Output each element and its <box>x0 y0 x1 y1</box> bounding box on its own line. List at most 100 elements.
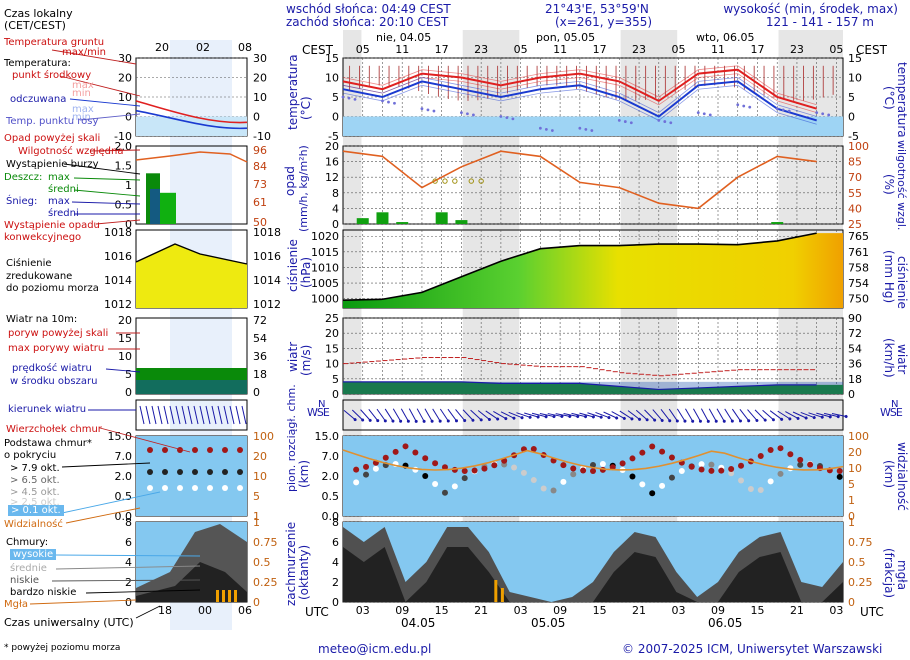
wind-arrow-shaft <box>439 408 449 422</box>
legend-high: wysokie <box>10 549 57 560</box>
legend-bottom-hour: 00 <box>198 604 212 617</box>
cloud-sky <box>343 436 843 516</box>
utc-right: UTC <box>860 605 884 619</box>
top-hour-label: 11 <box>711 43 725 56</box>
wind-arrow <box>360 409 372 422</box>
legend-humidity-tick: 50 <box>253 216 267 229</box>
axis-precip: opad <box>283 166 297 196</box>
cloud-base-dot <box>461 475 468 482</box>
pressure-tick-mmhg: 750 <box>848 293 869 306</box>
dew-point-dot <box>393 101 396 105</box>
cloud-top-dot <box>402 443 409 450</box>
wind-arrow-head <box>446 419 450 423</box>
wind-arrow <box>351 409 365 422</box>
legend-leader-line <box>55 565 201 570</box>
wind-arrow-shaft <box>700 408 709 422</box>
pressure-tick-mmhg: 754 <box>848 277 869 290</box>
wind-arrow-head <box>730 419 734 423</box>
legend-cloud-top-dot <box>237 447 243 453</box>
cloud-top-dot <box>353 466 360 473</box>
wind-arrow <box>500 411 516 420</box>
pressure-line <box>342 232 817 301</box>
dew-point-dot <box>381 99 384 103</box>
cloud-top-dot <box>412 449 419 456</box>
temp-tick-right: 10 <box>848 72 862 85</box>
axis-temp-right: temperatura <box>895 62 909 138</box>
panel-frame-dir <box>342 399 844 431</box>
wind-arrow <box>531 412 548 419</box>
precip-tick: 8 <box>332 187 339 200</box>
legend-humidity-tick: 96 <box>253 144 267 157</box>
dew-point-dot <box>505 116 509 120</box>
cover-tick: 2 <box>332 576 339 589</box>
legend-leader-line <box>69 98 141 107</box>
cloud-base-dot <box>747 486 754 493</box>
cloud-base-dot <box>590 461 596 468</box>
dew-point-dot <box>466 112 469 116</box>
dew-point-dot <box>432 109 436 113</box>
wind-arrow-head <box>615 416 619 420</box>
wind-arrow <box>831 413 848 418</box>
bottom-day-3: 06.05 <box>708 616 743 630</box>
dew-point-dot <box>827 113 831 117</box>
wind-arrow-shaft <box>724 408 733 422</box>
fog-tick: 1 <box>848 516 855 529</box>
footer-email[interactable]: meteo@icm.edu.pl <box>318 642 432 656</box>
legend-wind-tick-right: 36 <box>253 350 267 363</box>
wind-arrow <box>579 412 595 419</box>
cloud-tick: 0.0 <box>322 510 340 523</box>
legend-fog-bar <box>222 590 225 602</box>
wind-arrow <box>376 408 387 423</box>
temp-line-max <box>342 77 817 117</box>
wind-arrow-head <box>361 418 365 422</box>
humidity-tick: 70 <box>848 171 862 184</box>
wind-arrow-shaft <box>416 408 425 422</box>
legend-okt79: > 7.9 okt. <box>10 463 60 474</box>
dew-point-dot <box>420 107 424 111</box>
legend-mid-point: punkt środkowy <box>12 70 92 81</box>
legend-fog-tick: 1 <box>253 516 260 529</box>
wind-arrow-shaft <box>785 411 799 419</box>
wind-arrow-shaft <box>644 409 655 421</box>
legend-pressure-area <box>136 244 247 308</box>
legend-top-hour: 08 <box>238 41 252 54</box>
legend-precip-tick: 0 <box>125 218 132 231</box>
wind-arrow <box>516 412 532 419</box>
legend-leader-line <box>51 49 137 65</box>
legend-vis-tick: 5 <box>253 490 260 503</box>
legend-cloud-base-dot <box>192 469 198 475</box>
wind-arrow-head <box>683 419 687 423</box>
top-hour-label: 23 <box>632 43 647 56</box>
temp-tick-right: -5 <box>848 130 859 143</box>
legend-cloud-top-dot <box>162 447 168 453</box>
dew-point-dot <box>341 95 345 99</box>
wind-arrow-shaft <box>754 409 766 421</box>
legend-cloud-tick: 0.5 <box>115 490 133 503</box>
wind-arrow <box>408 408 418 423</box>
legend-leader-line <box>63 163 141 175</box>
wind-arrow-head <box>568 414 572 418</box>
wind-tick-kmh: 54 <box>848 342 862 355</box>
temp-tick: 15 <box>325 52 339 65</box>
cover-tick: 6 <box>332 536 339 549</box>
coords-text: 21°43'E, 53°59'N <box>545 2 649 16</box>
wind-arrow-shaft <box>343 409 356 421</box>
cloud-top-dot <box>659 448 666 455</box>
axis-temp-unit-right: (°C) <box>882 86 896 110</box>
cloud-top-dot <box>698 466 705 473</box>
temp-tick-right: 0 <box>848 111 855 124</box>
wind-arrow-head <box>438 419 442 423</box>
wind-arrow-shaft <box>555 413 570 417</box>
legend-cloud-base-dot <box>192 485 198 491</box>
cloud-base-dot <box>520 469 527 476</box>
wind-arrow <box>424 408 434 423</box>
legend-cover-area-low <box>136 562 247 602</box>
wind-arrow-head <box>804 416 808 420</box>
legend-fog-bar <box>216 590 219 602</box>
legend-cloud-base: Podstawa chmur* <box>4 438 92 449</box>
dew-point-dot <box>742 104 746 108</box>
wind-arrow <box>731 408 742 423</box>
wind-arrow <box>824 412 840 419</box>
wind-arrow-head <box>591 415 595 419</box>
wind-arrow-shaft <box>731 408 741 422</box>
